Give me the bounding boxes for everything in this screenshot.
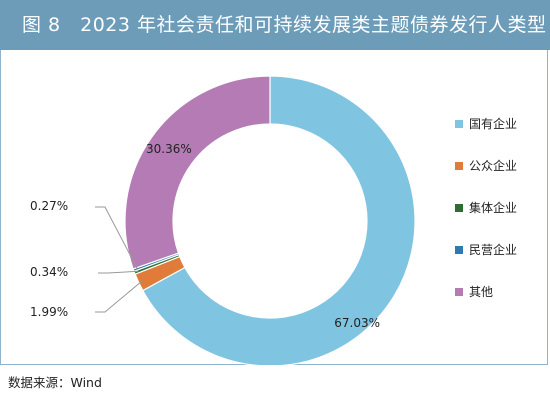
leader-lines: [95, 206, 143, 313]
data-label-2: 0.34%: [30, 265, 68, 279]
legend-label-2: 集体企业: [469, 200, 517, 215]
data-label-0: 67.03%: [334, 316, 380, 330]
donut-slices: [124, 75, 416, 365]
legend-swatch-3: [455, 246, 463, 254]
data-label-1: 1.99%: [30, 305, 68, 319]
data-label-3: 0.27%: [30, 199, 68, 213]
slice-0: [141, 75, 416, 365]
legend-swatch-1: [455, 162, 463, 170]
legend-swatch-2: [455, 204, 463, 212]
legend-label-4: 其他: [469, 285, 493, 299]
chart-title: 图 8 2023 年社会责任和可持续发展类主题债券发行人类型: [22, 14, 547, 36]
leader-line-3: [95, 206, 138, 269]
title-bar: 图 8 2023 年社会责任和可持续发展类主题债券发行人类型: [0, 0, 550, 50]
data-label-4: 30.36%: [146, 142, 192, 156]
legend-label-1: 公众企业: [469, 158, 517, 173]
leader-line-2: [98, 270, 139, 274]
source-note: 数据来源：Wind: [8, 375, 102, 390]
donut-chart: 67.03% 1.99% 0.34% 0.27% 30.36% 国有企业公众企业集体企业…: [30, 75, 517, 365]
legend-swatch-0: [455, 120, 463, 128]
slice-4: [124, 75, 271, 270]
leader-line-1: [95, 280, 143, 313]
legend-label-0: 国有企业: [469, 116, 517, 131]
data-labels: 67.03% 1.99% 0.34% 0.27% 30.36%: [30, 142, 380, 330]
legend-swatch-4: [455, 288, 463, 296]
legend-label-3: 民营企业: [469, 242, 517, 257]
